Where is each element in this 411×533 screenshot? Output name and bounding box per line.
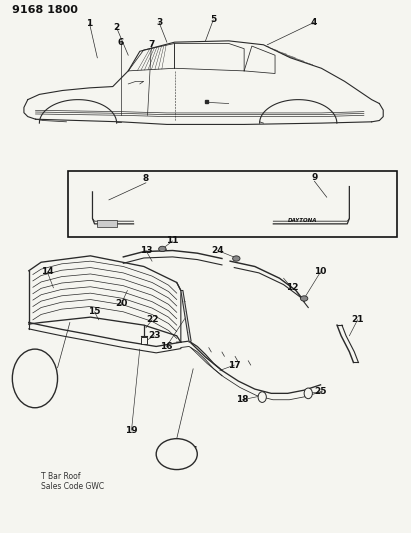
- Text: 2: 2: [113, 23, 120, 33]
- Text: DAYTONA: DAYTONA: [288, 218, 317, 223]
- Text: 16: 16: [160, 342, 173, 351]
- Bar: [97, 220, 117, 227]
- Text: 17: 17: [228, 361, 240, 369]
- Text: 15: 15: [88, 308, 101, 316]
- Text: 14: 14: [41, 268, 53, 276]
- Text: 4: 4: [310, 18, 317, 27]
- Circle shape: [304, 388, 312, 399]
- Text: 9: 9: [311, 173, 318, 182]
- Text: 8: 8: [143, 174, 149, 183]
- Text: 1: 1: [86, 19, 93, 28]
- Text: 9168 1800: 9168 1800: [12, 5, 78, 15]
- Ellipse shape: [300, 296, 308, 301]
- Text: 24: 24: [212, 246, 224, 255]
- Text: 27: 27: [18, 367, 30, 376]
- Text: 18: 18: [236, 395, 249, 404]
- Text: T Bar Roof
Sales Code GWC: T Bar Roof Sales Code GWC: [41, 472, 104, 491]
- Text: 6: 6: [118, 38, 124, 47]
- Bar: [141, 337, 147, 344]
- Bar: [205, 100, 208, 103]
- Text: 20: 20: [115, 300, 127, 308]
- Text: 5: 5: [210, 15, 216, 25]
- Text: 11: 11: [166, 237, 179, 245]
- Ellipse shape: [159, 246, 166, 252]
- Text: 3: 3: [156, 18, 162, 27]
- Ellipse shape: [233, 256, 240, 261]
- Text: 13: 13: [140, 246, 152, 255]
- Text: 10: 10: [314, 268, 327, 276]
- Ellipse shape: [156, 439, 197, 470]
- Text: 7: 7: [148, 41, 155, 49]
- Text: 23: 23: [148, 332, 160, 340]
- Text: 26: 26: [185, 446, 197, 455]
- Polygon shape: [181, 290, 191, 342]
- Bar: [68, 171, 397, 237]
- Circle shape: [258, 392, 266, 402]
- Text: 19: 19: [125, 426, 138, 434]
- Text: 22: 22: [146, 316, 158, 324]
- Circle shape: [12, 349, 58, 408]
- Text: 21: 21: [351, 316, 364, 324]
- Text: 12: 12: [286, 284, 298, 292]
- Text: 25: 25: [314, 387, 327, 396]
